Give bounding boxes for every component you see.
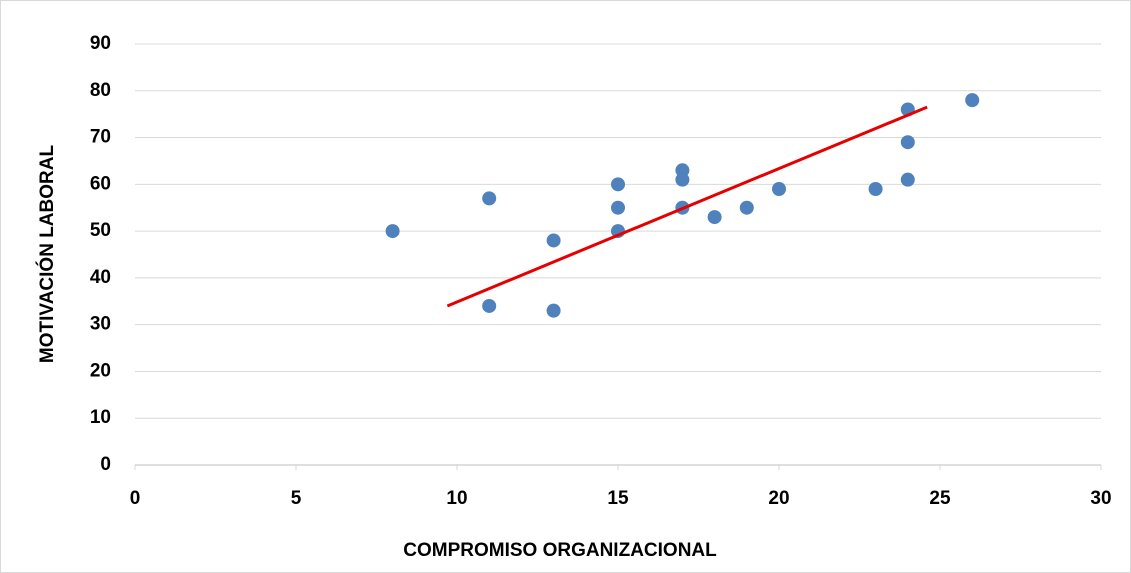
point	[772, 182, 786, 197]
point	[965, 93, 980, 108]
point	[707, 210, 722, 225]
y-tick-label: 30	[90, 314, 111, 335]
y-tick-label: 20	[90, 360, 111, 381]
y-tick-label: 40	[90, 267, 111, 288]
point	[675, 172, 690, 187]
x-tick-label: 10	[446, 488, 467, 509]
x-tick-label: 25	[929, 488, 951, 509]
x-tick-label: 5	[291, 488, 302, 509]
point	[482, 298, 497, 313]
point	[739, 200, 754, 215]
point	[482, 191, 497, 206]
point	[611, 177, 625, 192]
point	[868, 182, 883, 197]
point	[900, 172, 915, 187]
point	[546, 233, 561, 248]
y-axis-title: MOTIVACIÓN LABORAL	[36, 145, 58, 364]
x-tick-label: 20	[768, 488, 789, 509]
point	[546, 303, 561, 318]
y-tick-label: 60	[90, 173, 111, 194]
y-tick-label: 50	[90, 220, 111, 241]
point	[611, 200, 625, 215]
point	[385, 224, 400, 239]
y-tick-label: 80	[90, 80, 111, 101]
point	[900, 135, 915, 150]
x-tick-label: 15	[607, 488, 629, 509]
x-tick-label: 0	[130, 488, 141, 509]
y-tick-label: 0	[100, 454, 111, 475]
x-tick-label: 30	[1090, 488, 1111, 509]
y-tick-label: 90	[90, 33, 111, 54]
trend-line	[446, 105, 928, 308]
y-tick-label: 70	[90, 127, 111, 148]
x-axis-title: COMPROMISO ORGANIZACIONAL	[403, 540, 717, 561]
y-tick-label: 10	[90, 407, 111, 428]
